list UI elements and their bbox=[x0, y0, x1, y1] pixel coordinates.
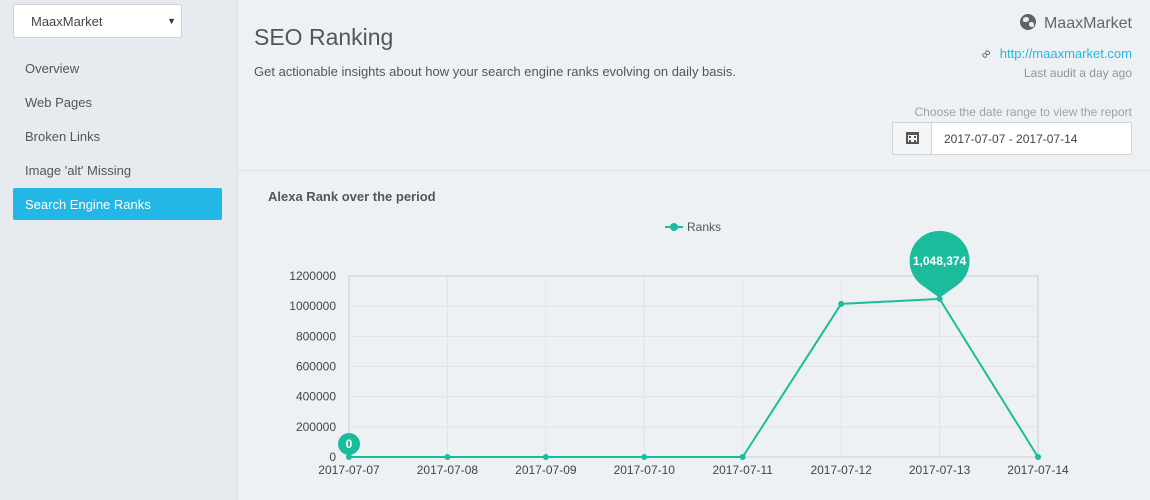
y-tick-label: 800000 bbox=[296, 329, 336, 343]
link-icon: ∞ bbox=[976, 44, 994, 63]
chart-title: Alexa Rank over the period bbox=[268, 189, 436, 204]
x-tick-label: 2017-07-07 bbox=[318, 463, 380, 477]
annotation-label: 1,048,374 bbox=[913, 254, 967, 268]
date-range-picker[interactable]: 2017-07-07 - 2017-07-14 bbox=[892, 122, 1132, 155]
sidebar: MaaxMarket ▼ Overview Web Pages Broken L… bbox=[0, 0, 238, 500]
data-point bbox=[641, 454, 648, 460]
sidebar-item-broken-links[interactable]: Broken Links bbox=[25, 129, 101, 144]
last-audit-text: Last audit a day ago bbox=[1023, 66, 1132, 80]
y-tick-label: 600000 bbox=[296, 360, 336, 374]
x-tick-label: 2017-07-08 bbox=[417, 463, 479, 477]
sidebar-item-web-pages[interactable]: Web Pages bbox=[25, 95, 92, 110]
site-select-value: MaaxMarket bbox=[31, 14, 103, 29]
annotation-pin-small bbox=[338, 433, 360, 455]
caret-down-icon: ▼ bbox=[167, 16, 176, 26]
data-point bbox=[739, 454, 746, 460]
sidebar-item-image-alt-missing[interactable]: Image 'alt' Missing bbox=[25, 163, 132, 178]
calendar-icon bbox=[906, 132, 919, 144]
date-range-input[interactable]: 2017-07-07 - 2017-07-14 bbox=[944, 132, 1078, 146]
annotation-pin-tip bbox=[344, 452, 354, 457]
legend-marker bbox=[670, 223, 678, 231]
calendar-button[interactable] bbox=[893, 123, 932, 154]
x-tick-label: 2017-07-13 bbox=[909, 463, 971, 477]
data-point bbox=[838, 300, 845, 307]
annotation-pin-tip bbox=[921, 284, 958, 298]
data-point bbox=[444, 454, 451, 460]
y-tick-label: 200000 bbox=[296, 420, 336, 434]
site-link-row: ∞ http://maaxmarket.com bbox=[977, 45, 1132, 62]
page-description: Get actionable insights about how your s… bbox=[254, 64, 737, 79]
x-tick-label: 2017-07-11 bbox=[712, 463, 773, 477]
date-range-hint: Choose the date range to view the report bbox=[914, 105, 1132, 119]
site-name-label: MaaxMarket bbox=[1043, 15, 1132, 32]
y-tick-label: 400000 bbox=[296, 390, 336, 404]
x-tick-label: 2017-07-12 bbox=[810, 463, 872, 477]
alexa-rank-chart: 0 200000 400000 600000 800000 1000000 1200000 2… bbox=[289, 220, 1069, 477]
site-select[interactable]: MaaxMarket ▼ bbox=[13, 4, 182, 38]
site-name: MaaxMarket bbox=[1019, 14, 1132, 33]
sidebar-item-search-engine-ranks[interactable]: Search Engine Ranks bbox=[13, 188, 222, 220]
annotation-pin-large bbox=[909, 230, 970, 291]
data-point bbox=[542, 454, 549, 460]
sidebar-nav: Overview Web Pages Broken Links Image 'a… bbox=[13, 52, 222, 222]
data-point bbox=[936, 295, 943, 302]
globe-icon bbox=[1019, 14, 1036, 30]
page-title: SEO Ranking bbox=[254, 24, 394, 50]
site-url-link[interactable]: http://maaxmarket.com bbox=[999, 46, 1132, 61]
page-header: SEO Ranking Get actionable insights abou… bbox=[239, 0, 1150, 171]
sidebar-item-overview[interactable]: Overview bbox=[25, 61, 80, 76]
legend-label: Ranks bbox=[687, 220, 721, 234]
series-line-ranks bbox=[349, 297, 1039, 458]
x-tick-label: 2017-07-10 bbox=[614, 463, 676, 477]
x-tick-label: 2017-07-14 bbox=[1007, 463, 1069, 477]
y-tick-label: 0 bbox=[329, 450, 336, 464]
annotation-label: 0 bbox=[346, 437, 353, 451]
data-point bbox=[1035, 454, 1041, 460]
x-tick-label: 2017-07-09 bbox=[515, 463, 577, 477]
y-tick-label: 1000000 bbox=[289, 299, 336, 313]
y-tick-label: 1200000 bbox=[289, 269, 336, 283]
